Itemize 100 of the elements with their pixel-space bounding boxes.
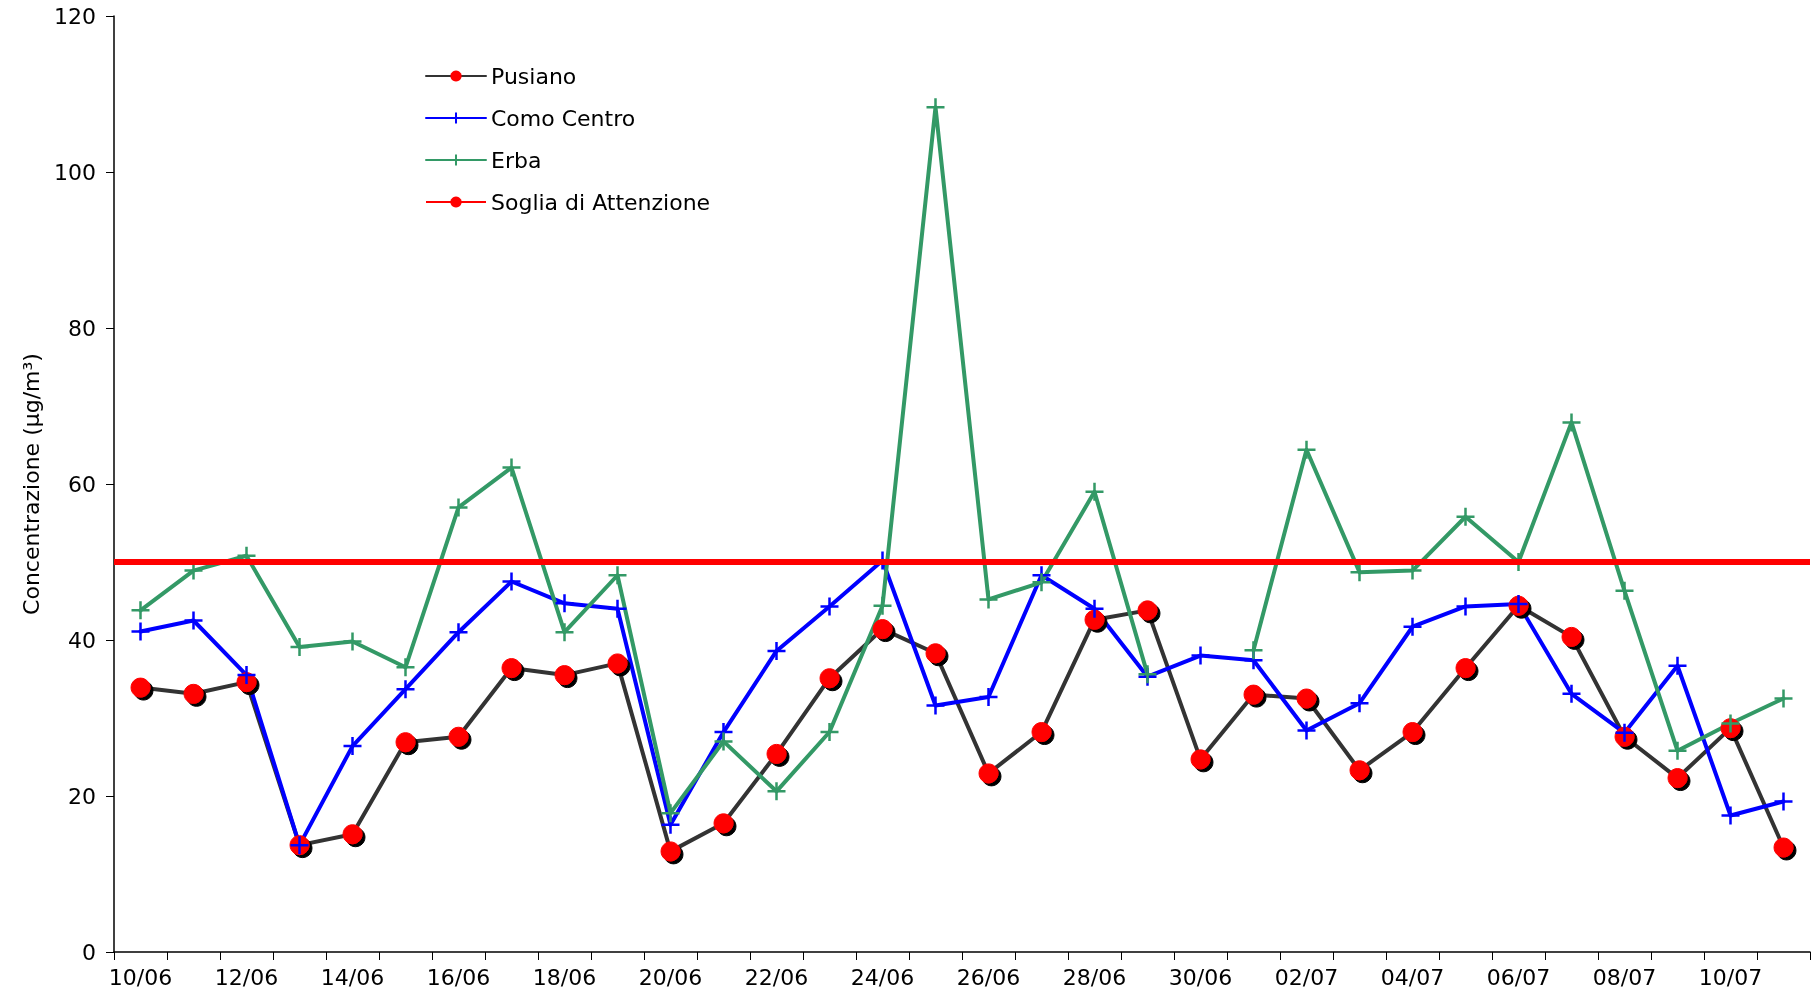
point <box>872 619 893 640</box>
point <box>1137 600 1158 621</box>
point <box>819 668 840 689</box>
point <box>395 657 416 678</box>
point <box>1720 805 1741 826</box>
point <box>1296 439 1317 460</box>
point <box>819 596 840 617</box>
point <box>1402 722 1423 743</box>
point <box>925 695 946 716</box>
legend-label: Erba <box>491 147 542 173</box>
x-tick-label: 22/06 <box>744 964 809 990</box>
point <box>1667 655 1688 676</box>
point <box>1667 768 1688 789</box>
point <box>766 743 787 764</box>
point <box>1243 684 1264 705</box>
point <box>1667 740 1688 762</box>
x-tick-label: 10/06 <box>108 964 173 990</box>
point <box>1455 658 1476 679</box>
point <box>1190 645 1211 666</box>
y-axis-title: Concentrazione (µg/m³) <box>18 353 44 615</box>
point <box>1084 609 1105 630</box>
point <box>236 664 257 686</box>
point <box>1084 481 1105 503</box>
point <box>872 595 893 616</box>
x-tick-label: 30/06 <box>1168 964 1233 990</box>
point <box>130 621 151 642</box>
point <box>342 631 363 652</box>
point <box>1773 791 1794 812</box>
x-tick-label: 06/07 <box>1486 964 1551 990</box>
x-tick-label: 10/07 <box>1698 964 1763 990</box>
legend-label: Soglia di Attenzione <box>491 189 711 215</box>
point <box>1349 692 1370 714</box>
point <box>925 643 946 664</box>
point <box>1349 760 1370 781</box>
point <box>1190 749 1211 770</box>
point <box>1402 616 1423 637</box>
y-tick-label: 0 <box>82 939 96 965</box>
point <box>660 841 681 862</box>
point <box>1561 683 1582 705</box>
y-tick-label: 40 <box>68 627 96 653</box>
point <box>978 763 999 784</box>
point <box>395 678 416 700</box>
point <box>713 813 734 834</box>
point <box>183 610 204 631</box>
point <box>448 621 469 643</box>
point <box>1296 720 1317 741</box>
x-tick-label: 04/07 <box>1380 964 1445 990</box>
x-tick-label: 20/06 <box>638 964 703 990</box>
y-tick-label: 100 <box>54 159 96 185</box>
point <box>1296 688 1317 709</box>
point <box>501 571 522 592</box>
y-tick-label: 80 <box>68 315 96 341</box>
point <box>1773 688 1794 709</box>
point <box>1614 580 1635 602</box>
point <box>289 636 310 658</box>
point <box>607 565 628 586</box>
x-tick-label: 18/06 <box>532 964 597 990</box>
point <box>1561 412 1582 433</box>
point <box>1773 837 1794 858</box>
point <box>554 665 575 686</box>
x-tick-label: 28/06 <box>1062 964 1127 990</box>
point <box>766 781 787 802</box>
point <box>130 600 151 621</box>
x-tick-label: 24/06 <box>850 964 915 990</box>
point <box>395 732 416 753</box>
point <box>342 735 363 757</box>
x-tick-label: 26/06 <box>956 964 1021 990</box>
point <box>130 677 151 698</box>
point <box>607 653 628 674</box>
x-tick-label: 14/06 <box>320 964 385 990</box>
point <box>978 686 999 708</box>
point <box>1720 713 1741 734</box>
point <box>1031 572 1052 593</box>
point <box>554 621 575 643</box>
point <box>342 824 363 845</box>
x-tick-label: 16/06 <box>426 964 491 990</box>
x-tick-label: 12/06 <box>214 964 279 990</box>
point <box>1561 626 1582 647</box>
x-tick-label: 08/07 <box>1592 964 1657 990</box>
point <box>1031 722 1052 743</box>
point <box>1084 598 1105 620</box>
point <box>713 731 734 752</box>
y-tick-label: 20 <box>68 783 96 809</box>
y-tick-label: 60 <box>68 471 96 497</box>
point <box>501 457 522 478</box>
point <box>501 658 522 679</box>
point <box>448 726 469 747</box>
point <box>660 802 681 824</box>
point <box>554 593 575 614</box>
legend-label: Como Centro <box>491 105 636 131</box>
legend-label: Pusiano <box>491 63 577 89</box>
point <box>183 683 204 704</box>
point <box>978 589 999 610</box>
point <box>1455 506 1476 528</box>
y-tick-label: 120 <box>54 3 96 29</box>
point <box>1243 639 1264 661</box>
point <box>766 640 787 662</box>
x-tick-label: 02/07 <box>1274 964 1339 990</box>
point <box>819 721 840 743</box>
point <box>448 497 469 518</box>
